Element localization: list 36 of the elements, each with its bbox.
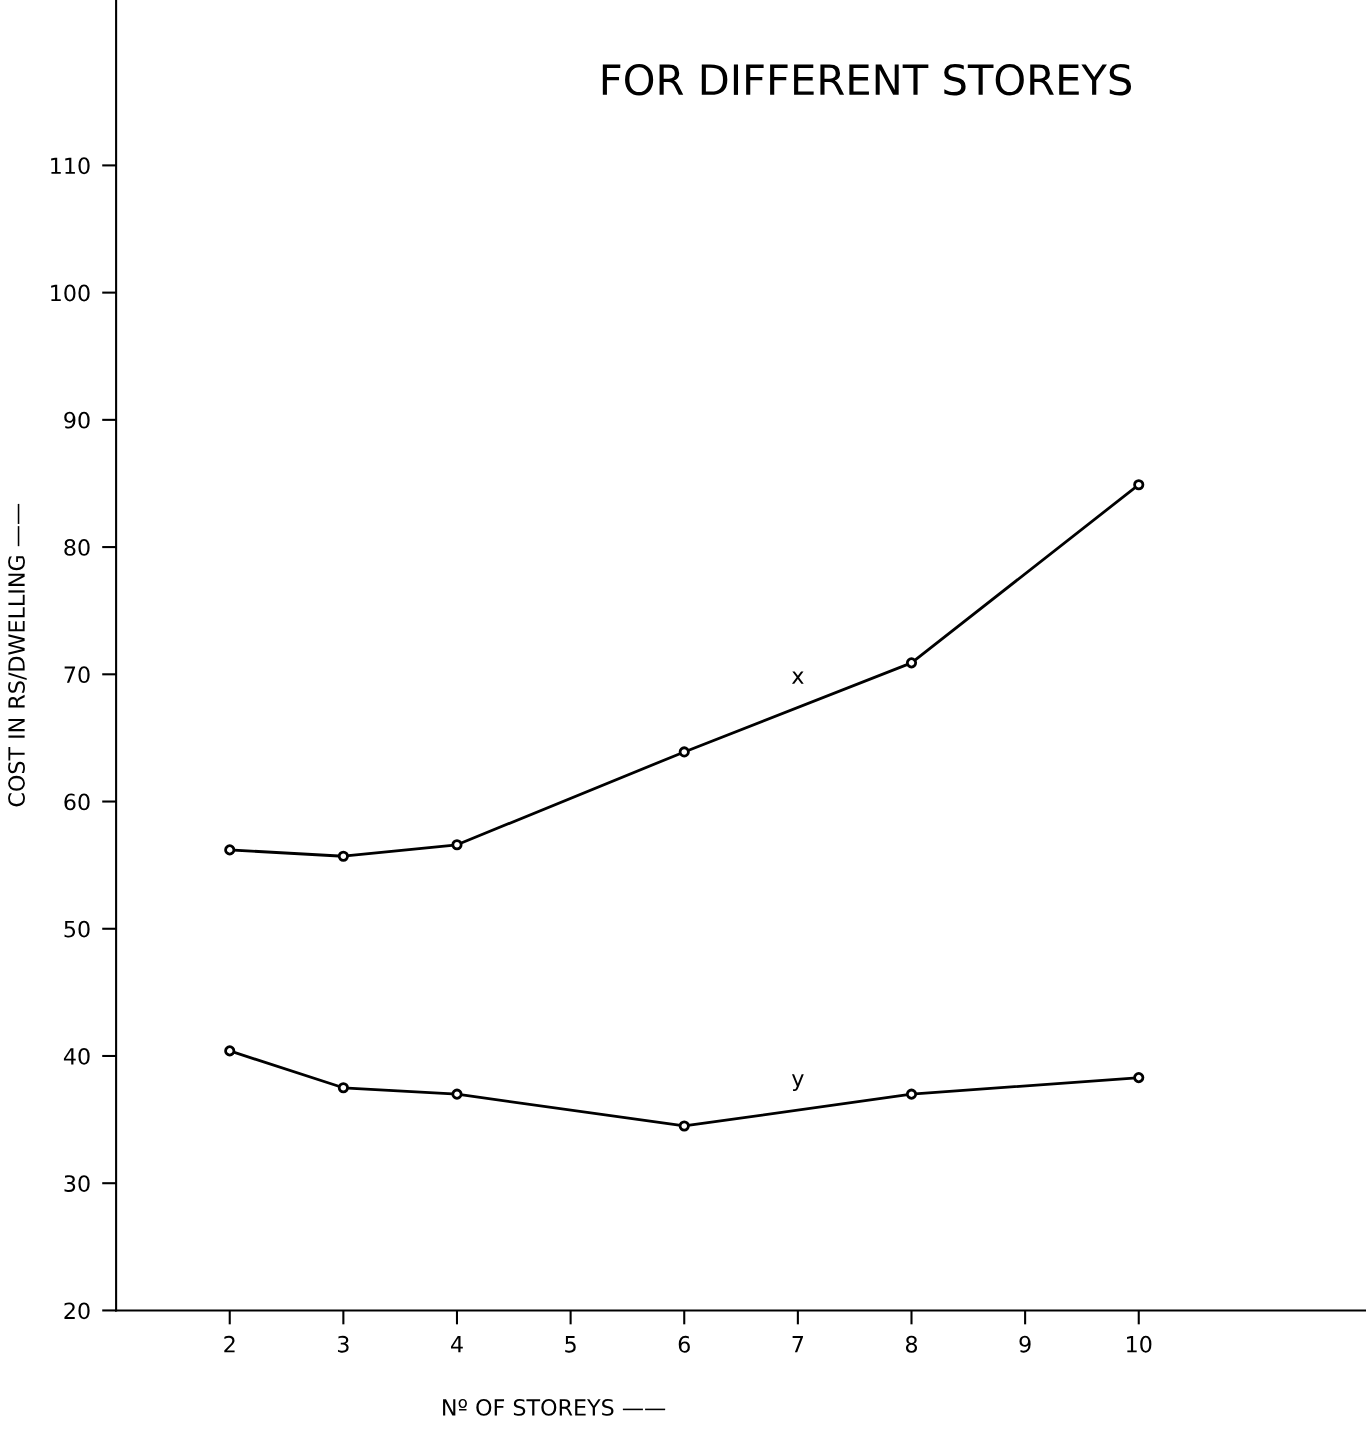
x-tick-label: 4 <box>451 1336 463 1353</box>
point <box>1133 1072 1145 1084</box>
point <box>451 1088 463 1100</box>
point <box>905 1088 918 1100</box>
point <box>451 839 463 851</box>
series-label: x <box>791 671 804 684</box>
y-axis-title: COST IN RS/DWELLING —— <box>8 503 27 807</box>
series-label: y <box>791 1074 804 1091</box>
y-tick-label: 90 <box>64 411 90 429</box>
x-tick-label: 8 <box>905 1335 918 1353</box>
y-tick-label: 40 <box>63 1047 90 1065</box>
text: FOR DIFFERENT STOREYS <box>602 63 1132 96</box>
x-tick-label: 9 <box>1019 1335 1031 1353</box>
point <box>678 746 690 758</box>
y-tick-label: 60 <box>64 793 90 811</box>
y-tick-label: 80 <box>64 539 90 556</box>
y-tick-label: 30 <box>64 1175 90 1192</box>
x-tick-label: 7 <box>792 1336 804 1353</box>
y-tick-label: 70 <box>64 666 90 684</box>
point <box>678 1120 690 1132</box>
point <box>905 657 918 669</box>
y-tick-label: 100 <box>51 284 90 302</box>
y-tick-label: 110 <box>51 157 90 175</box>
x-tick-label: 10 <box>1127 1335 1152 1353</box>
y-tick-label: 20 <box>64 1302 90 1320</box>
point <box>224 1045 236 1057</box>
x-tick-label: 2 <box>224 1335 235 1353</box>
x-tick-label: 3 <box>337 1335 349 1353</box>
x-tick-label: 6 <box>678 1335 690 1353</box>
x-axis-title: Nº OF STOREYS —— <box>443 1399 666 1416</box>
point <box>337 1082 349 1094</box>
y-tick-label: 50 <box>64 920 90 938</box>
point <box>1133 479 1145 491</box>
point <box>337 850 349 862</box>
x-tick-label: 5 <box>565 1336 576 1353</box>
point <box>224 844 236 856</box>
